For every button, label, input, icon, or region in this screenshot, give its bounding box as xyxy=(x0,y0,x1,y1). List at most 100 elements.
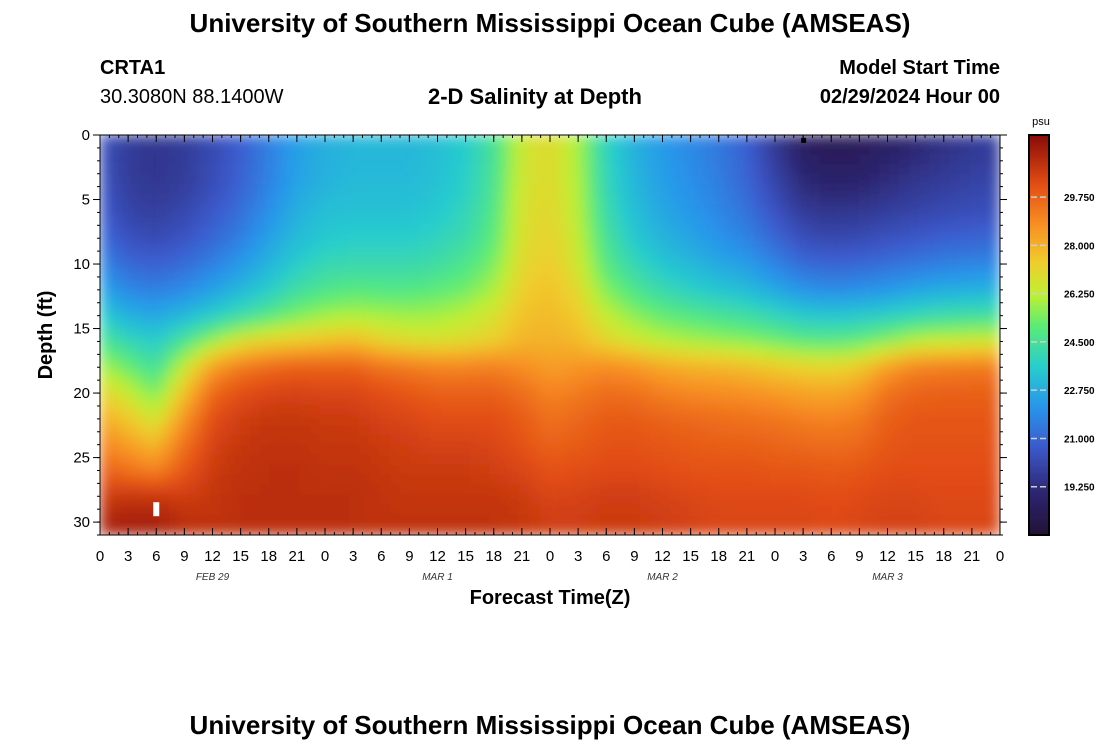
heatmap-cell xyxy=(129,324,141,336)
heatmap-cell xyxy=(969,214,981,226)
heatmap-cell xyxy=(459,274,471,286)
heatmap-cell xyxy=(959,314,971,326)
heatmap-cell xyxy=(869,135,881,146)
heatmap-cell xyxy=(749,224,761,236)
heatmap-cell xyxy=(949,234,961,246)
heatmap-cell xyxy=(829,274,841,286)
heatmap-cell xyxy=(519,224,531,236)
heatmap-cell xyxy=(749,484,761,496)
heatmap-cell xyxy=(149,354,161,366)
heatmap-cell xyxy=(199,474,211,486)
heatmap-cell xyxy=(509,434,521,446)
heatmap-cell xyxy=(749,474,761,486)
heatmap-cell xyxy=(749,294,761,306)
heatmap-cell xyxy=(849,135,861,146)
heatmap-cell xyxy=(939,314,951,326)
heatmap-cell xyxy=(609,334,621,346)
heatmap-cell xyxy=(699,284,711,296)
heatmap-cell xyxy=(949,344,961,356)
heatmap-cell xyxy=(919,364,931,376)
heatmap-cell xyxy=(729,484,741,496)
heatmap-cell xyxy=(709,374,721,386)
heatmap-cell xyxy=(309,304,321,316)
heatmap-cell xyxy=(289,404,301,416)
heatmap-cell xyxy=(309,404,321,416)
heatmap-cell xyxy=(819,324,831,336)
heatmap-cell xyxy=(979,184,991,196)
heatmap-cell xyxy=(889,304,901,316)
x-tick-label: 9 xyxy=(180,548,188,565)
heatmap-cell xyxy=(599,414,611,426)
heatmap-cell xyxy=(339,135,351,146)
colorbar-swatch xyxy=(1029,328,1049,332)
heatmap-cell xyxy=(609,364,621,376)
heatmap-cell xyxy=(989,164,1000,176)
heatmap-cell xyxy=(659,384,671,396)
heatmap-cell xyxy=(659,374,671,386)
heatmap-cell xyxy=(959,404,971,416)
heatmap-cell xyxy=(629,504,641,516)
heatmap-cell xyxy=(109,404,121,416)
heatmap-cell xyxy=(899,144,911,156)
heatmap-cell xyxy=(589,135,601,146)
heatmap-cell xyxy=(739,344,751,356)
heatmap-cell xyxy=(159,274,171,286)
heatmap-cell xyxy=(929,354,941,366)
heatmap-cell xyxy=(729,274,741,286)
heatmap-cell xyxy=(729,364,741,376)
heatmap-cell xyxy=(859,164,871,176)
heatmap-cell xyxy=(699,404,711,416)
heatmap-cell xyxy=(519,414,531,426)
heatmap-cell xyxy=(100,214,111,226)
heatmap-cell xyxy=(299,334,311,346)
heatmap-cell xyxy=(829,444,841,456)
colorbar-swatch xyxy=(1029,204,1049,208)
heatmap-cell xyxy=(429,254,441,266)
heatmap-cell xyxy=(299,414,311,426)
heatmap-cell xyxy=(569,384,581,396)
heatmap-cell xyxy=(629,144,641,156)
heatmap-cell xyxy=(519,254,531,266)
heatmap-cell xyxy=(239,384,251,396)
heatmap-cell xyxy=(329,234,341,246)
heatmap-cell xyxy=(489,274,501,286)
heatmap-cell xyxy=(769,424,781,436)
heatmap-cell xyxy=(349,174,361,186)
heatmap-cell xyxy=(689,214,701,226)
heatmap-cell xyxy=(459,314,471,326)
heatmap-cell xyxy=(979,374,991,386)
x-tick-label: 15 xyxy=(907,548,924,565)
heatmap-cell xyxy=(819,234,831,246)
colorbar-swatch xyxy=(1029,346,1049,350)
heatmap-cell xyxy=(549,444,561,456)
heatmap-cell xyxy=(369,504,381,516)
heatmap-cell xyxy=(459,304,471,316)
heatmap-cell xyxy=(509,294,521,306)
heatmap-cell xyxy=(299,524,311,535)
heatmap-cell xyxy=(399,354,411,366)
heatmap-cell xyxy=(759,144,771,156)
heatmap-cell xyxy=(839,144,851,156)
heatmap-cell xyxy=(459,474,471,486)
heatmap-cell xyxy=(189,384,201,396)
heatmap-cell xyxy=(259,434,271,446)
heatmap-cell xyxy=(169,394,181,406)
heatmap-cell xyxy=(259,514,271,526)
heatmap-cell xyxy=(369,314,381,326)
heatmap-cell xyxy=(849,304,861,316)
heatmap-cell xyxy=(239,254,251,266)
heatmap-cell xyxy=(599,144,611,156)
heatmap-cell xyxy=(419,444,431,456)
heatmap-cell xyxy=(589,404,601,416)
heatmap-cell xyxy=(789,504,801,516)
y-tick-label: 20 xyxy=(73,385,90,402)
heatmap-cell xyxy=(619,494,631,506)
heatmap-cell xyxy=(439,444,451,456)
heatmap-cell xyxy=(229,394,241,406)
heatmap-cell xyxy=(729,344,741,356)
heatmap-cell xyxy=(249,154,261,166)
heatmap-cell xyxy=(100,184,111,196)
heatmap-cell xyxy=(399,274,411,286)
heatmap-cell xyxy=(189,474,201,486)
heatmap-cell xyxy=(639,514,651,526)
